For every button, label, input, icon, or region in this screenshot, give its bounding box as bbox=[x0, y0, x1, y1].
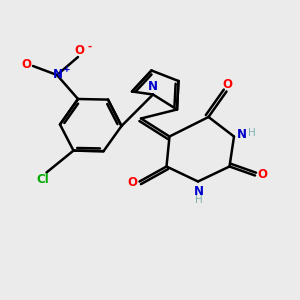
Text: O: O bbox=[222, 78, 232, 92]
Text: O: O bbox=[74, 44, 85, 57]
Text: Cl: Cl bbox=[37, 172, 49, 186]
Text: O: O bbox=[21, 58, 32, 71]
Text: -: - bbox=[87, 41, 92, 52]
Text: O: O bbox=[257, 168, 268, 182]
Text: H: H bbox=[248, 128, 256, 139]
Text: +: + bbox=[63, 64, 70, 74]
Text: N: N bbox=[236, 128, 247, 142]
Text: H: H bbox=[195, 195, 203, 205]
Text: N: N bbox=[52, 68, 63, 81]
Text: O: O bbox=[127, 176, 137, 189]
Text: N: N bbox=[147, 80, 158, 93]
Text: N: N bbox=[194, 184, 204, 198]
